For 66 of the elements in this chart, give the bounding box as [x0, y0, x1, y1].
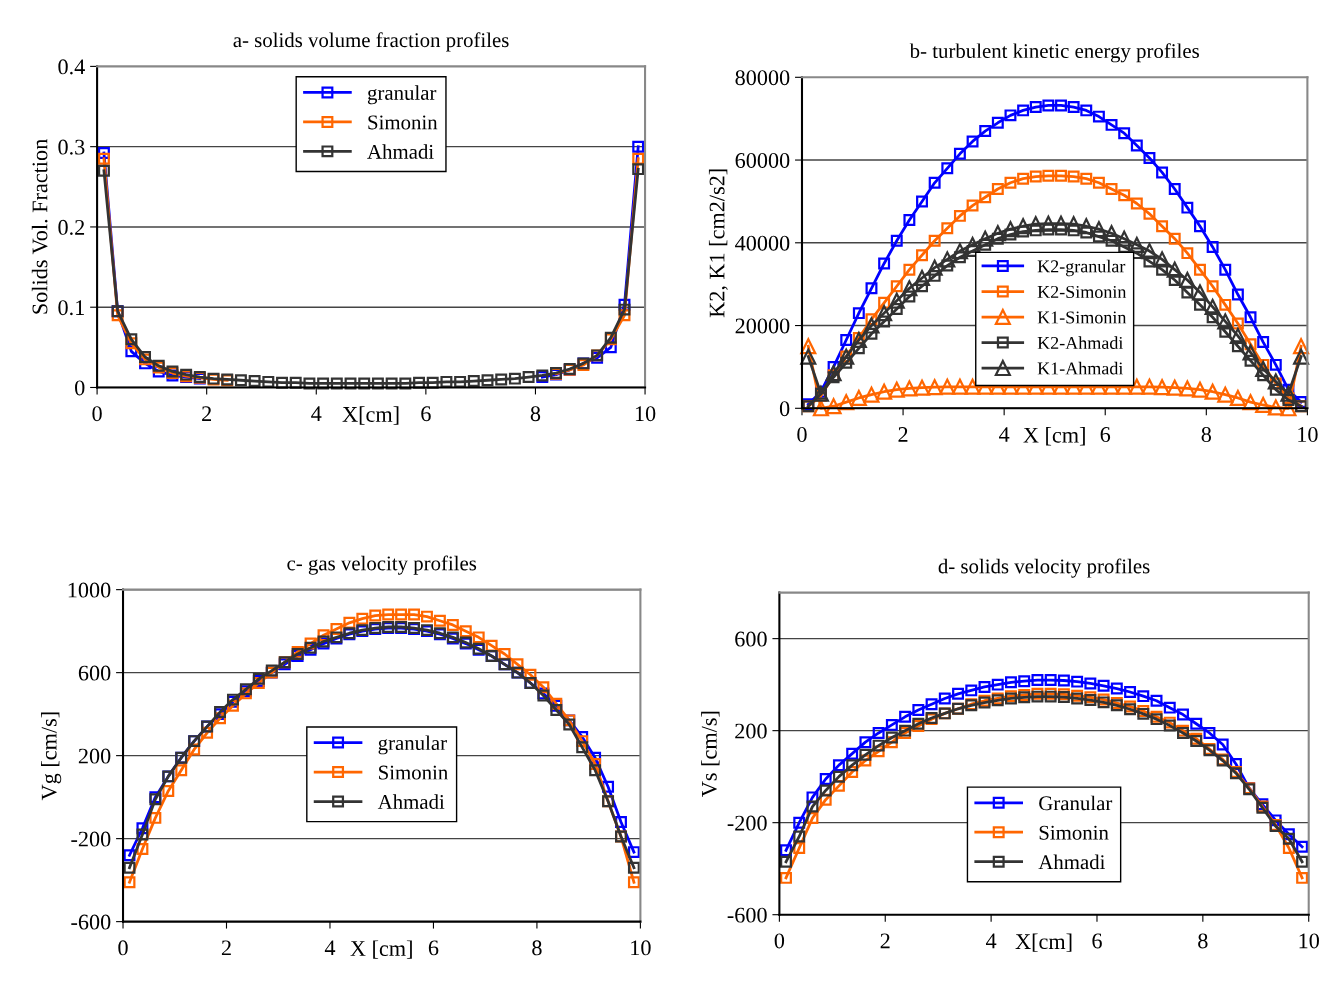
x-axis-title: X[cm] [1015, 933, 1072, 952]
legend-label: K2-Ahmadi [1037, 336, 1124, 350]
x-tick-label: 10 [1299, 933, 1319, 949]
y-tick-label: 80000 [735, 70, 790, 86]
legend-label: K1-Simonin [1037, 311, 1127, 324]
y-tick-label: 20000 [735, 318, 790, 334]
y-tick-label: -200 [727, 815, 767, 831]
legend-label: granular [367, 85, 437, 105]
y-tick-label: 40000 [735, 235, 790, 251]
x-tick-label: 10 [631, 940, 651, 956]
x-tick-label: 4 [324, 940, 336, 956]
legend-label: K2-granular [1037, 259, 1126, 277]
x-tick-label: 10 [1298, 426, 1318, 442]
x-tick-label: 8 [1201, 426, 1212, 442]
y-tick-label: -600 [727, 907, 767, 923]
legend-label: Simonin [368, 115, 438, 130]
y-tick-label: 60000 [735, 152, 790, 168]
chart-title: c- gas velocity profiles [287, 555, 477, 575]
x-axis-title: X [cm] [350, 940, 412, 959]
chart-title: b- turbulent kinetic energy profiles [909, 43, 1199, 63]
legend-label: Ahmadi [367, 144, 434, 159]
x-tick-label: 8 [532, 940, 542, 956]
x-tick-label: 6 [421, 406, 431, 422]
y-tick-label: 0 [75, 380, 85, 396]
legend-label: K1-Ahmadi [1037, 361, 1124, 375]
x-tick-label: 8 [1198, 933, 1208, 949]
y-axis-title: Solids Vol. Fraction [31, 139, 48, 314]
y-tick-label: 600 [78, 665, 111, 681]
legend-label: Ahmadi [1038, 854, 1105, 870]
x-axis-title: X[cm] [342, 406, 399, 425]
y-tick-label: 0.2 [58, 219, 85, 235]
legend-label: Ahmadi [377, 794, 445, 810]
x-tick-label: 4 [999, 427, 1010, 442]
x-tick-label: 2 [221, 940, 231, 956]
x-tick-label: 6 [1092, 933, 1102, 949]
x-tick-label: 4 [985, 933, 997, 949]
y-tick-label: 0.1 [58, 300, 84, 316]
x-tick-label: 2 [898, 427, 908, 442]
y-tick-label: 0.4 [58, 59, 85, 75]
legend-label: Granular [1039, 795, 1113, 811]
legend-label: Simonin [379, 765, 448, 780]
x-tick-label: 4 [311, 406, 322, 421]
y-axis-title: Vs [cm/s] [701, 711, 720, 797]
x-tick-label: 10 [635, 406, 656, 422]
chart-title: a- solids volume fraction profiles [233, 32, 509, 52]
y-axis-title: Vg [cm/s] [41, 712, 62, 801]
legend-label: Simonin [1039, 825, 1109, 840]
legend-label: granular [378, 735, 447, 755]
y-tick-label: 600 [735, 631, 767, 647]
x-tick-label: 0 [797, 426, 807, 442]
y-tick-label: -200 [71, 831, 111, 847]
y-tick-label: 1000 [68, 582, 111, 598]
x-tick-label: 6 [1100, 427, 1111, 442]
x-tick-label: 8 [530, 406, 541, 422]
y-tick-label: 200 [735, 723, 767, 739]
legend-label: K2-Simonin [1037, 285, 1127, 299]
x-tick-label: 2 [202, 406, 212, 421]
x-axis-title: X [cm] [1023, 427, 1085, 446]
x-tick-label: 0 [118, 940, 128, 956]
y-axis-title: K2, K1 [cm2/s2] [708, 169, 728, 318]
y-tick-label: 0.3 [58, 139, 85, 155]
chart-title: d- solids velocity profiles [938, 558, 1150, 578]
x-tick-label: 2 [880, 933, 890, 949]
y-tick-label: -600 [71, 914, 111, 930]
x-tick-label: 6 [428, 940, 439, 956]
y-tick-label: 200 [78, 748, 111, 764]
